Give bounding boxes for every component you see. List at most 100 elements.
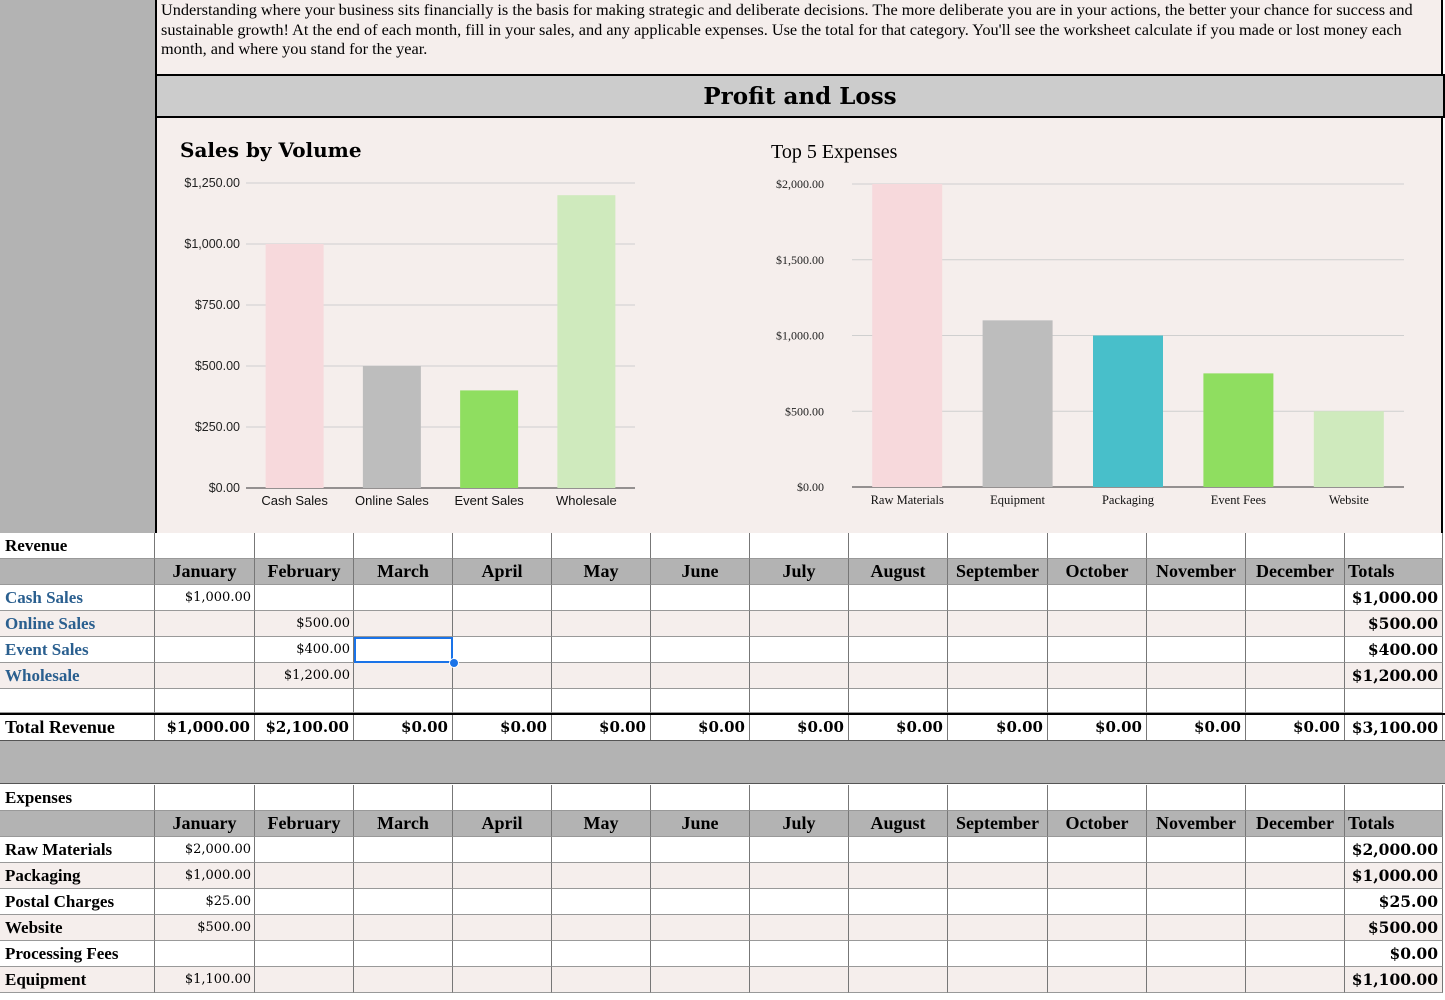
- row-label[interactable]: Online Sales: [0, 611, 155, 637]
- value-cell[interactable]: [453, 915, 552, 941]
- value-cell[interactable]: [1048, 611, 1147, 637]
- empty-cell[interactable]: [155, 785, 255, 811]
- empty-cell[interactable]: [1048, 785, 1147, 811]
- value-cell[interactable]: [155, 611, 255, 637]
- value-cell[interactable]: [155, 941, 255, 967]
- top-expenses-chart[interactable]: $0.00 $500.00 $1,000.00 $1,500.00 $2,000.00 R…: [757, 118, 1443, 533]
- value-cell[interactable]: [849, 611, 948, 637]
- empty-cell[interactable]: [651, 533, 750, 559]
- value-cell[interactable]: [155, 663, 255, 689]
- value-cell[interactable]: [1246, 889, 1345, 915]
- empty-cell[interactable]: [552, 785, 651, 811]
- value-cell[interactable]: [651, 915, 750, 941]
- value-cell[interactable]: [552, 863, 651, 889]
- value-cell[interactable]: [1147, 585, 1246, 611]
- value-cell[interactable]: [552, 941, 651, 967]
- value-cell[interactable]: $500.00: [155, 915, 255, 941]
- empty-cell[interactable]: [354, 785, 453, 811]
- value-cell[interactable]: [1048, 837, 1147, 863]
- value-cell[interactable]: $500.00: [255, 611, 354, 637]
- value-cell[interactable]: [849, 889, 948, 915]
- value-cell[interactable]: [651, 663, 750, 689]
- sales-by-volume-chart[interactable]: $0.00 $250.00 $500.00 $750.00 $1,000.00 $1,25…: [157, 118, 777, 533]
- value-cell[interactable]: [354, 585, 453, 611]
- value-cell[interactable]: [948, 915, 1048, 941]
- empty-cell[interactable]: [1147, 533, 1246, 559]
- empty-cell[interactable]: [255, 785, 354, 811]
- value-cell[interactable]: [354, 915, 453, 941]
- empty-cell[interactable]: [255, 533, 354, 559]
- value-cell[interactable]: [1246, 585, 1345, 611]
- value-cell[interactable]: [750, 585, 849, 611]
- value-cell[interactable]: [1147, 941, 1246, 967]
- value-cell[interactable]: [1048, 915, 1147, 941]
- value-cell[interactable]: $1,100.00: [155, 967, 255, 993]
- bar-raw-materials[interactable]: [872, 184, 943, 487]
- value-cell[interactable]: [1048, 863, 1147, 889]
- empty-cell[interactable]: [453, 533, 552, 559]
- value-cell[interactable]: [849, 915, 948, 941]
- bar-event-sales[interactable]: [460, 390, 519, 488]
- empty-cell[interactable]: [948, 533, 1048, 559]
- value-cell[interactable]: [948, 837, 1048, 863]
- empty-cell[interactable]: [849, 785, 948, 811]
- value-cell[interactable]: [255, 941, 354, 967]
- bar-website[interactable]: [1313, 411, 1384, 487]
- value-cell[interactable]: [552, 967, 651, 993]
- value-cell[interactable]: [1246, 915, 1345, 941]
- empty-cell[interactable]: [750, 533, 849, 559]
- value-cell[interactable]: [1147, 837, 1246, 863]
- empty-cell[interactable]: [354, 689, 453, 713]
- empty-cell[interactable]: [155, 689, 255, 713]
- value-cell[interactable]: [849, 941, 948, 967]
- empty-cell[interactable]: [849, 533, 948, 559]
- empty-cell[interactable]: [1345, 689, 1443, 713]
- value-cell[interactable]: [651, 941, 750, 967]
- value-cell[interactable]: [453, 889, 552, 915]
- value-cell[interactable]: [651, 585, 750, 611]
- empty-cell[interactable]: [948, 689, 1048, 713]
- value-cell[interactable]: [750, 637, 849, 663]
- value-cell[interactable]: [948, 941, 1048, 967]
- value-cell[interactable]: [750, 941, 849, 967]
- value-cell[interactable]: [1147, 663, 1246, 689]
- empty-cell[interactable]: [1246, 533, 1345, 559]
- value-cell[interactable]: [651, 863, 750, 889]
- empty-cell[interactable]: [453, 785, 552, 811]
- value-cell[interactable]: [651, 889, 750, 915]
- value-cell[interactable]: [651, 611, 750, 637]
- empty-cell[interactable]: [354, 533, 453, 559]
- empty-cell[interactable]: [255, 689, 354, 713]
- value-cell[interactable]: [948, 967, 1048, 993]
- value-cell[interactable]: [453, 611, 552, 637]
- bar-equipment[interactable]: [982, 320, 1053, 487]
- value-cell[interactable]: [552, 889, 651, 915]
- value-cell[interactable]: $2,000.00: [155, 837, 255, 863]
- value-cell[interactable]: $1,000.00: [155, 585, 255, 611]
- value-cell[interactable]: [750, 837, 849, 863]
- value-cell[interactable]: [948, 663, 1048, 689]
- value-cell[interactable]: [354, 967, 453, 993]
- row-label[interactable]: Cash Sales: [0, 585, 155, 611]
- empty-cell[interactable]: [750, 785, 849, 811]
- empty-cell[interactable]: [948, 785, 1048, 811]
- value-cell[interactable]: [849, 585, 948, 611]
- empty-cell[interactable]: [651, 689, 750, 713]
- value-cell[interactable]: [453, 863, 552, 889]
- value-cell[interactable]: [1147, 889, 1246, 915]
- value-cell[interactable]: [354, 837, 453, 863]
- value-cell[interactable]: [651, 837, 750, 863]
- empty-cell[interactable]: [155, 533, 255, 559]
- empty-cell[interactable]: [1345, 533, 1443, 559]
- value-cell[interactable]: [552, 585, 651, 611]
- row-label[interactable]: Event Sales: [0, 637, 155, 663]
- empty-cell[interactable]: [1048, 533, 1147, 559]
- value-cell[interactable]: [255, 967, 354, 993]
- selected-cell[interactable]: [354, 637, 453, 663]
- value-cell[interactable]: [1246, 611, 1345, 637]
- value-cell[interactable]: [354, 863, 453, 889]
- value-cell[interactable]: $1,000.00: [155, 863, 255, 889]
- value-cell[interactable]: [849, 663, 948, 689]
- value-cell[interactable]: [1048, 967, 1147, 993]
- row-label[interactable]: Wholesale: [0, 663, 155, 689]
